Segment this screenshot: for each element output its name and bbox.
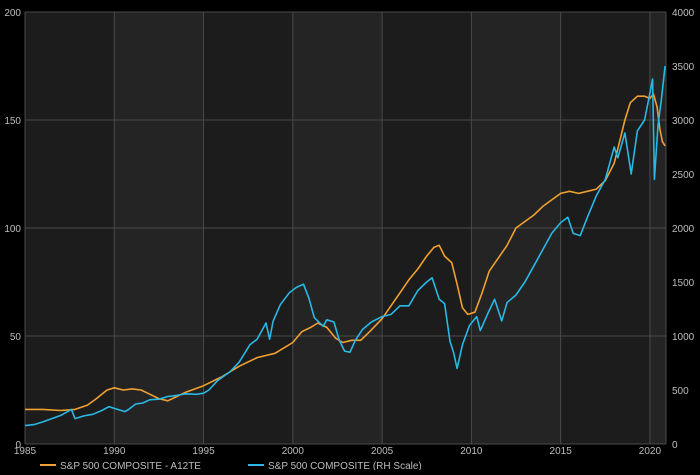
legend: S&P 500 COMPOSITE - A12TE S&P 500 COMPOS…: [40, 461, 422, 472]
gridlines: [24, 11, 667, 445]
y-right-tick-label: 1000: [672, 332, 695, 343]
x-tick-label: 2005: [371, 446, 394, 457]
legend-label-a12te: S&P 500 COMPOSITE - A12TE: [60, 461, 201, 470]
y-right-tick-label: 2500: [672, 170, 695, 181]
series-layer: [24, 65, 666, 427]
y-left-tick-label: 100: [4, 224, 21, 235]
y-left-tick-label: 150: [4, 116, 21, 127]
y-left-tick-label: 0: [15, 440, 21, 451]
right-axis: 0 500 1000 1500 2000 2500 3000 3500 4000: [672, 8, 695, 451]
x-tick-label: 2020: [639, 446, 662, 457]
y-right-tick-label: 3500: [672, 62, 695, 73]
y-right-tick-label: 2000: [672, 224, 695, 235]
x-tick-label: 2000: [282, 446, 305, 457]
series-line-sp500-composite: [24, 65, 666, 427]
left-axis: 0 50 100 150 200: [4, 8, 21, 451]
y-right-tick-label: 500: [672, 386, 689, 397]
y-right-tick-label: 0: [672, 440, 678, 451]
x-axis: 1985 1990 1995 2000 2005 2010 2015 2020: [14, 446, 662, 457]
x-tick-label: 1990: [103, 446, 126, 457]
y-right-tick-label: 4000: [672, 8, 695, 19]
x-tick-label: 2010: [460, 446, 483, 457]
y-right-tick-label: 1500: [672, 278, 695, 289]
legend-label-rh-scale: S&P 500 COMPOSITE (RH Scale): [268, 461, 422, 470]
x-tick-label: 2015: [550, 446, 573, 457]
y-left-tick-label: 50: [10, 332, 22, 343]
x-tick-label: 1995: [192, 446, 215, 457]
y-right-tick-label: 3000: [672, 116, 695, 127]
x-tick-label: 1985: [14, 446, 37, 457]
y-left-tick-label: 200: [4, 8, 21, 19]
